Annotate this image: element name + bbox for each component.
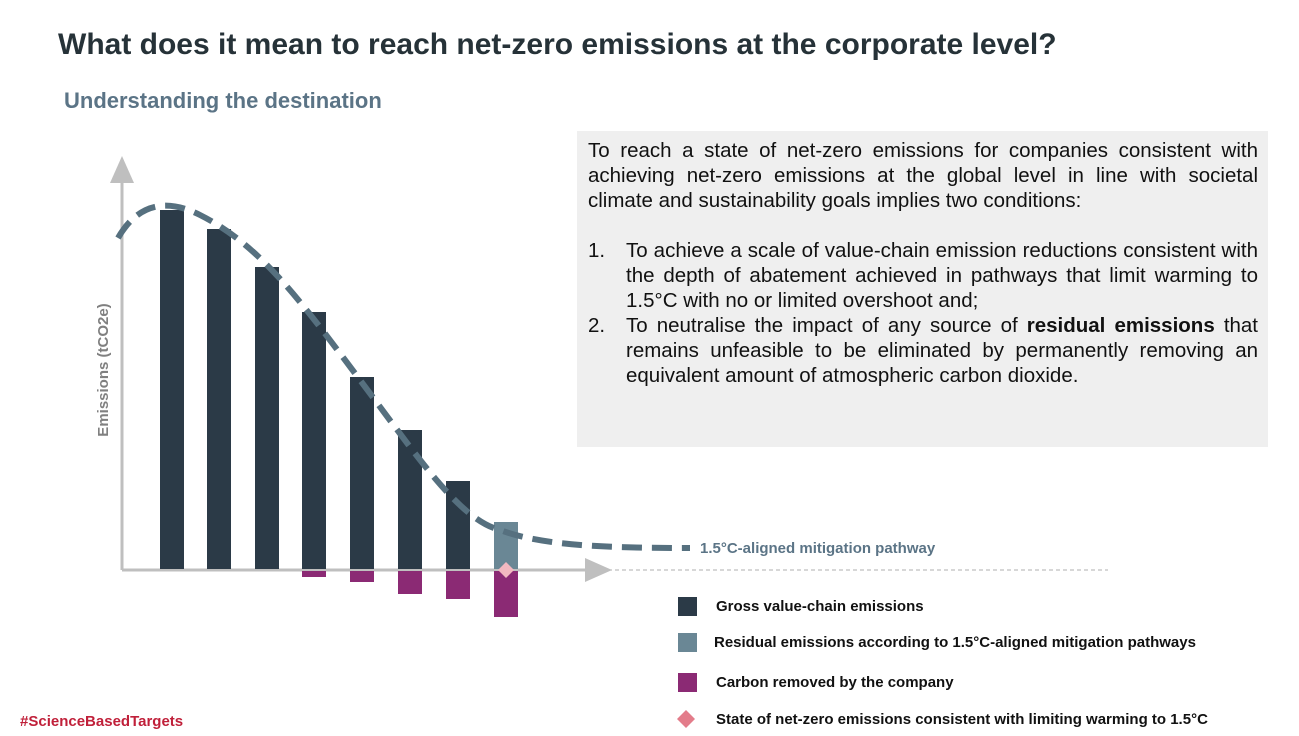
text: To neutralise the impact of any source o… [626, 314, 1018, 337]
text: that remains unfeasible to be eliminated… [626, 314, 1259, 387]
legend-swatch [677, 710, 695, 728]
list-marker: 1. [588, 239, 606, 262]
bar [160, 210, 184, 569]
bar [255, 267, 279, 569]
bar [302, 312, 326, 569]
bar [350, 377, 374, 569]
list-text: To neutralise the impact of any source o… [626, 313, 1258, 388]
list-marker: 2. [588, 314, 606, 337]
bar [446, 481, 470, 569]
hashtag: #ScienceBasedTargets [20, 713, 183, 730]
y-axis-label: Emissions (tCO2e) [95, 303, 112, 436]
pathway-label: 1.5°C-aligned mitigation pathway [700, 540, 936, 557]
net-zero-marker [498, 562, 514, 578]
pathway-curve [115, 202, 691, 551]
legend-label: Gross value-chain emissions [716, 598, 924, 615]
bar [398, 571, 422, 594]
title: What does it mean to reach net-zero emis… [58, 28, 1057, 61]
bar [398, 430, 422, 569]
subtitle: Understanding the destination [64, 88, 382, 113]
bar [302, 571, 326, 577]
text-box: To reach a state of net-zero emissions f… [577, 131, 1268, 447]
intro: To reach a state of net-zero emissions f… [588, 139, 1258, 212]
legend-label: Residual emissions according to 1.5°C-al… [714, 634, 1196, 651]
legend-label: State of net-zero emissions consistent w… [716, 711, 1208, 728]
legend-swatch [678, 633, 697, 652]
gross-bars [160, 210, 518, 569]
bar [350, 571, 374, 582]
removal-bars [302, 571, 518, 617]
list-item: 2. To neutralise the impact of any sourc… [588, 313, 1258, 388]
legend-swatch [678, 597, 697, 616]
list-item: 1. To achieve a scale of value-chain emi… [588, 238, 1258, 313]
list-text: To achieve a scale of value-chain emissi… [626, 239, 1258, 312]
bar [207, 229, 231, 569]
bold-text: residual emissions [1026, 314, 1215, 337]
bar [494, 571, 518, 617]
bar [446, 571, 470, 599]
legend-label: Carbon removed by the company [716, 674, 954, 691]
legend-swatch [678, 673, 697, 692]
